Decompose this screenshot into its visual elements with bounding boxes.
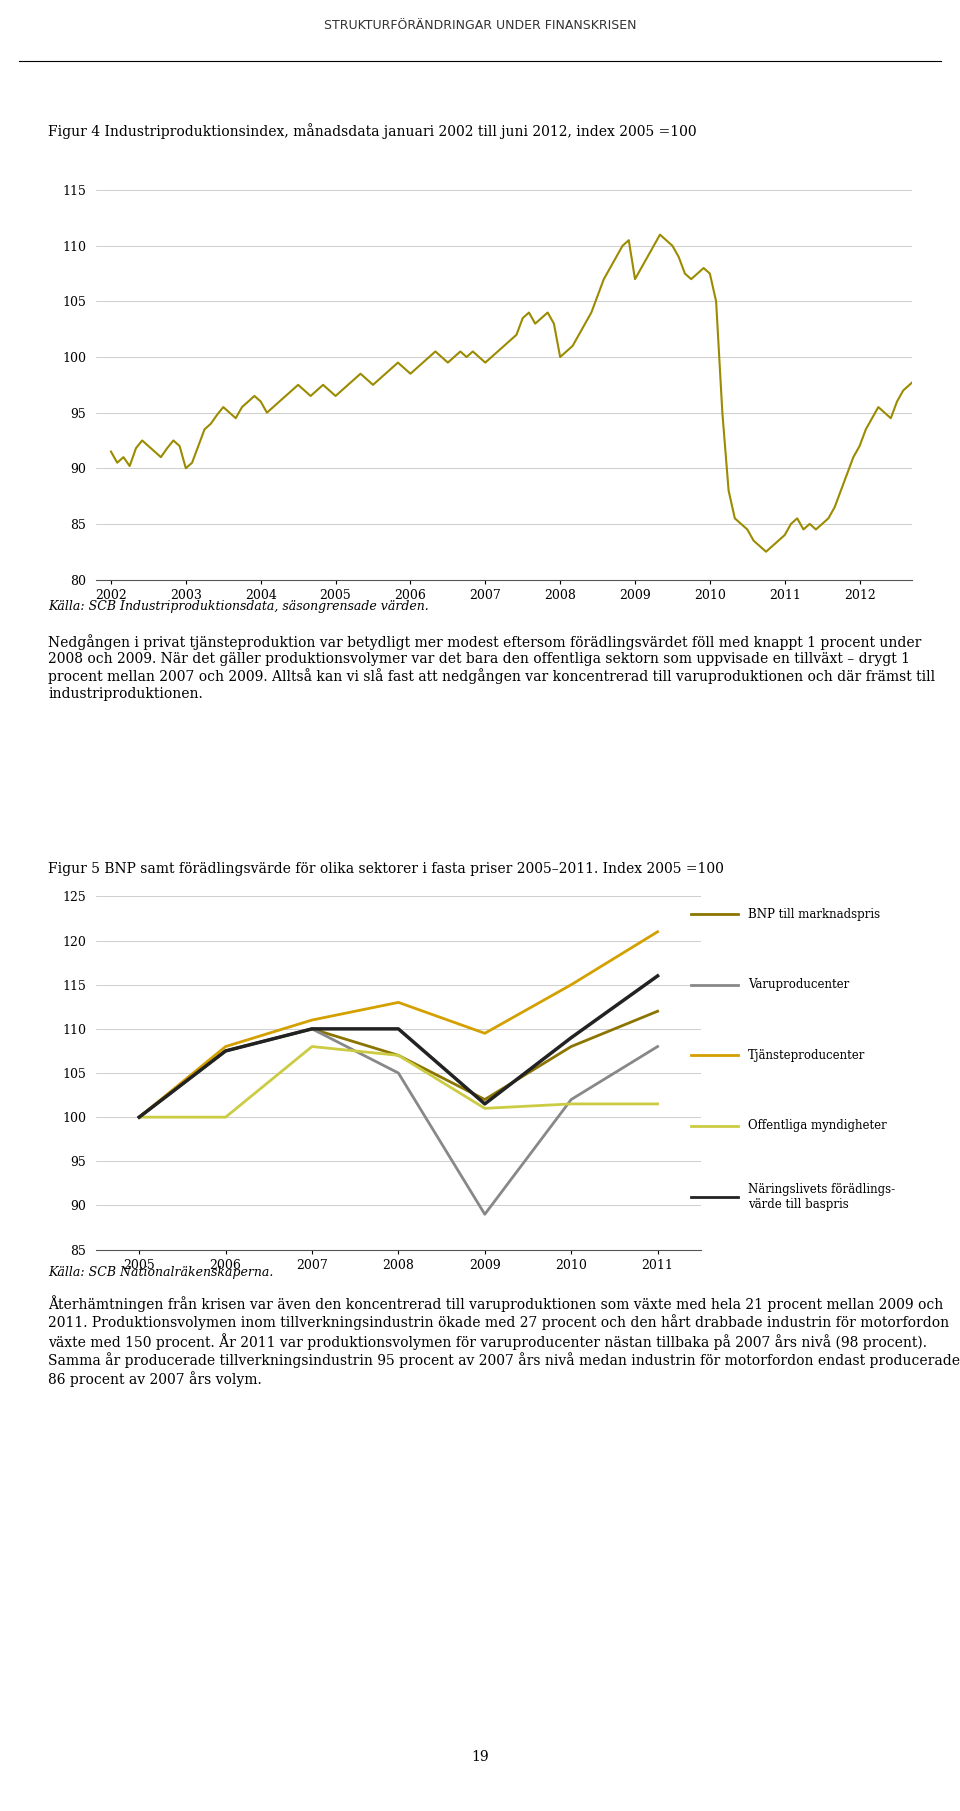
- Text: Varuproducenter: Varuproducenter: [748, 978, 850, 991]
- Text: Tjänsteproducenter: Tjänsteproducenter: [748, 1049, 866, 1061]
- Text: Nedgången i privat tjänsteproduktion var betydligt mer modest eftersom förädling: Nedgången i privat tjänsteproduktion var…: [48, 634, 935, 701]
- Text: Figur 4 Industriproduktionsindex, månadsdata januari 2002 till juni 2012, index : Figur 4 Industriproduktionsindex, månads…: [48, 123, 697, 139]
- Text: Figur 5 BNP samt förädlingsvärde för olika sektorer i fasta priser 2005–2011. In: Figur 5 BNP samt förädlingsvärde för oli…: [48, 862, 724, 877]
- Text: STRUKTURFÖRÄNDRINGAR UNDER FINANSKRISEN: STRUKTURFÖRÄNDRINGAR UNDER FINANSKRISEN: [324, 18, 636, 33]
- Text: Offentliga myndigheter: Offentliga myndigheter: [748, 1119, 887, 1132]
- Text: Källa: SCB Nationalräkenskaperna.: Källa: SCB Nationalräkenskaperna.: [48, 1266, 274, 1279]
- Text: 19: 19: [471, 1749, 489, 1764]
- Text: Källa: SCB Industriproduktionsdata, säsongrensade värden.: Källa: SCB Industriproduktionsdata, säso…: [48, 599, 429, 614]
- Text: Återhämtningen från krisen var även den koncentrerad till varuproduktionen som v: Återhämtningen från krisen var även den …: [48, 1295, 960, 1387]
- Text: Näringslivets förädlings-
värde till baspris: Näringslivets förädlings- värde till bas…: [748, 1183, 896, 1210]
- Text: BNP till marknadspris: BNP till marknadspris: [748, 907, 880, 920]
